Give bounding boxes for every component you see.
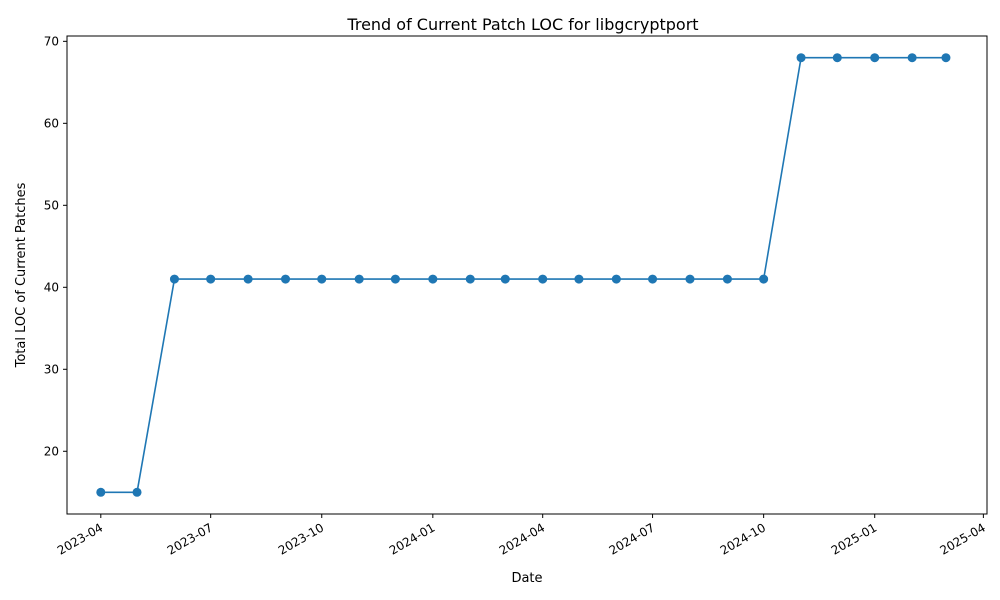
x-tick-label: 2025-01	[829, 520, 879, 557]
x-tick-label: 2024-04	[497, 520, 547, 557]
x-tick-label: 2023-04	[55, 520, 105, 557]
data-point	[685, 274, 695, 284]
data-point	[796, 53, 806, 63]
x-axis-label: Date	[511, 571, 542, 586]
data-point	[574, 274, 584, 284]
x-axis: 2023-04 2023-07 2023-10 2024-01 2024-04 2024-…	[55, 514, 988, 558]
data-point	[243, 274, 253, 284]
data-point	[538, 274, 548, 284]
data-point	[722, 274, 732, 284]
y-axis: 20 30 40 50 60 70	[44, 34, 67, 458]
chart-title: Trend of Current Patch LOC for libgcrypt…	[346, 15, 698, 34]
data-point	[500, 274, 510, 284]
data-point	[390, 274, 400, 284]
data-point	[648, 274, 658, 284]
x-tick-label: 2023-10	[276, 520, 326, 557]
y-tick-label: 70	[44, 34, 59, 48]
data-point	[832, 53, 842, 63]
data-point	[96, 487, 106, 497]
y-tick-label: 30	[44, 362, 59, 376]
x-tick-label: 2023-07	[165, 520, 215, 557]
data-point	[169, 274, 179, 284]
y-tick-label: 40	[44, 280, 59, 294]
data-point	[428, 274, 438, 284]
data-point	[611, 274, 621, 284]
x-tick-label: 2024-01	[387, 520, 437, 557]
plot-area	[96, 53, 951, 497]
series-line	[100, 56, 946, 494]
y-tick-label: 50	[44, 198, 59, 212]
data-point	[907, 53, 917, 63]
data-point	[759, 274, 769, 284]
x-tick-label: 2025-04	[937, 520, 987, 557]
data-point	[354, 274, 364, 284]
data-point	[465, 274, 475, 284]
data-point	[281, 274, 291, 284]
x-tick-label: 2024-10	[718, 520, 768, 557]
data-point	[132, 487, 142, 497]
data-point	[870, 53, 880, 63]
data-point	[206, 274, 216, 284]
plot-frame	[66, 35, 988, 515]
data-point	[941, 53, 951, 63]
y-tick-label: 60	[44, 116, 59, 130]
y-tick-label: 20	[44, 444, 59, 458]
data-point	[317, 274, 327, 284]
y-axis-label: Total LOC of Current Patches	[14, 182, 29, 368]
x-tick-label: 2024-07	[607, 520, 657, 557]
